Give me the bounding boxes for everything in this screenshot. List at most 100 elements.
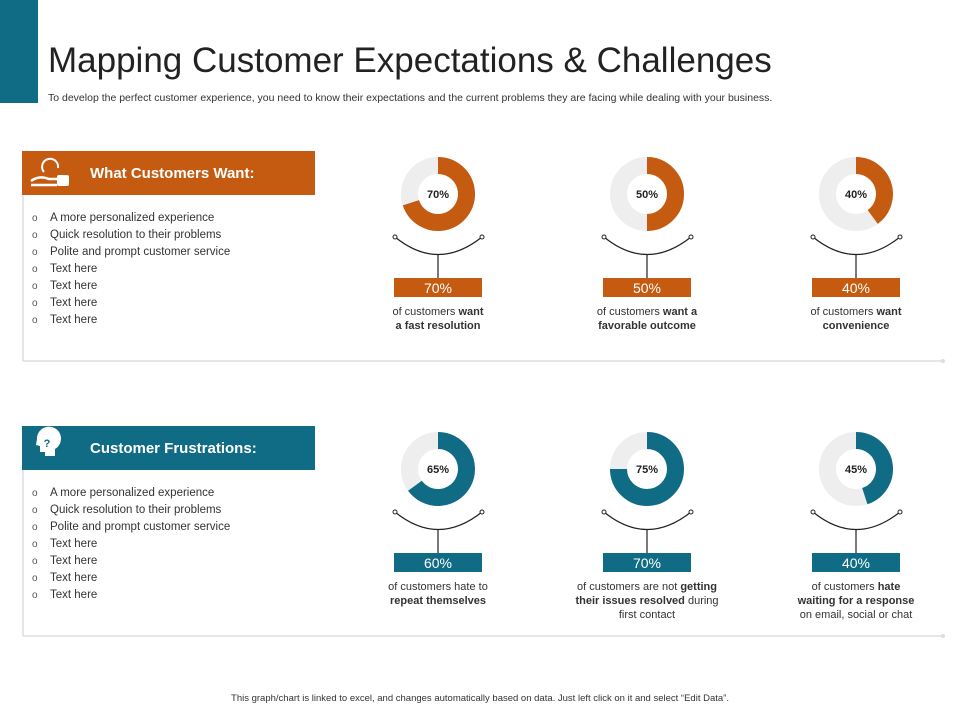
list-item: Quick resolution to their problems [50,504,222,516]
icon-box [22,151,74,195]
icon [57,175,69,186]
caption-run: want a [662,306,698,318]
caption-run: favorable outcome [598,320,696,332]
bullet: o [32,573,38,584]
bullet: o [32,539,38,550]
caption-run: of customers are not [577,581,680,593]
list-item: Text here [50,589,97,601]
caption-line: repeat themselves [390,595,486,607]
connector-dot [688,234,694,240]
bullet: o [32,505,38,516]
icon [30,176,59,187]
list-item: Polite and prompt customer service [50,521,230,533]
connector-dot [392,234,398,240]
badge-text: 70% [633,555,661,571]
caption-line: of customers want a [597,306,698,318]
donut-segment [646,157,684,231]
caption-run: convenience [823,320,890,332]
section-heading: What Customers Want: [90,165,254,182]
badge [394,278,482,297]
donut-hole [419,450,457,488]
badge [812,278,900,297]
caption-line: waiting for a response [797,595,915,607]
caption-run: a fast resolution [396,320,481,332]
list-item: Text here [50,314,97,326]
badge [603,553,691,572]
caption-run: of customers [597,306,663,318]
badge-text: 70% [424,280,452,296]
bullet: o [32,590,38,601]
donut-label: 50% [636,189,658,201]
caption-run: of customers [812,581,878,593]
badge [812,553,900,572]
badge [394,553,482,572]
caption-run: waiting for a response [797,595,915,607]
donut-segment [402,157,475,231]
connector-arc [394,236,483,255]
caption-run: repeat themselves [390,595,486,607]
connector-dot [479,234,485,240]
connector-dot [897,234,903,240]
caption-run: want [875,306,901,318]
caption-line: favorable outcome [598,320,696,332]
caption-line: of customers want [810,306,901,318]
footer: This graph/chart is linked to excel, and… [231,693,729,704]
connector-arc [812,236,901,255]
donut-hole [628,175,666,213]
panel-border-dot [941,359,945,363]
connector-arc [394,511,483,530]
caption-line: on email, social or chat [800,609,913,621]
list-item: Text here [50,572,97,584]
connector-dot [601,509,607,515]
title: Mapping Customer Expectations & Challeng… [48,41,772,80]
panel-border-dot [941,634,945,638]
donut-label: 45% [845,464,867,476]
donut-label: 65% [427,464,449,476]
bullet: o [32,298,38,309]
list-item: Text here [50,280,97,292]
donut-label: 70% [427,189,449,201]
list-item: Text here [50,555,97,567]
connector-dot [392,509,398,515]
bullet: o [32,230,38,241]
donut-segment [408,432,475,506]
list-item: A more personalized experience [50,487,214,499]
icon: ? [44,438,51,450]
donut-label: 40% [845,189,867,201]
donut-hole [837,450,875,488]
donut-label: 75% [636,464,658,476]
caption-run: first contact [619,609,675,621]
connector-dot [479,509,485,515]
caption-line: convenience [823,320,890,332]
subtitle: To develop the perfect customer experien… [48,92,772,104]
caption-line: a fast resolution [396,320,481,332]
caption-line: of customers hate [812,581,901,593]
donut-segment [855,157,893,224]
connector-arc [603,511,692,530]
list-item: Polite and prompt customer service [50,246,230,258]
icon [41,157,60,173]
list-item: Text here [50,538,97,550]
bullet: o [32,556,38,567]
bullet: o [32,281,38,292]
connector-dot [601,234,607,240]
connector-dot [688,509,694,515]
list-item: A more personalized experience [50,212,214,224]
list-item: Text here [50,263,97,275]
bullet: o [32,213,38,224]
caption-line: of customers are not getting [577,581,717,593]
bullet: o [32,488,38,499]
caption-run: during [685,595,719,607]
caption-run: on email, social or chat [800,609,913,621]
caption-line: first contact [619,609,675,621]
donut-segment [855,432,893,505]
caption-run: of customers [392,306,458,318]
list-item: Quick resolution to their problems [50,229,222,241]
caption-run: getting [680,581,717,593]
connector-arc [603,236,692,255]
bullet: o [32,264,38,275]
donut-segment [610,432,684,506]
badge-text: 40% [842,555,870,571]
bullet: o [32,315,38,326]
